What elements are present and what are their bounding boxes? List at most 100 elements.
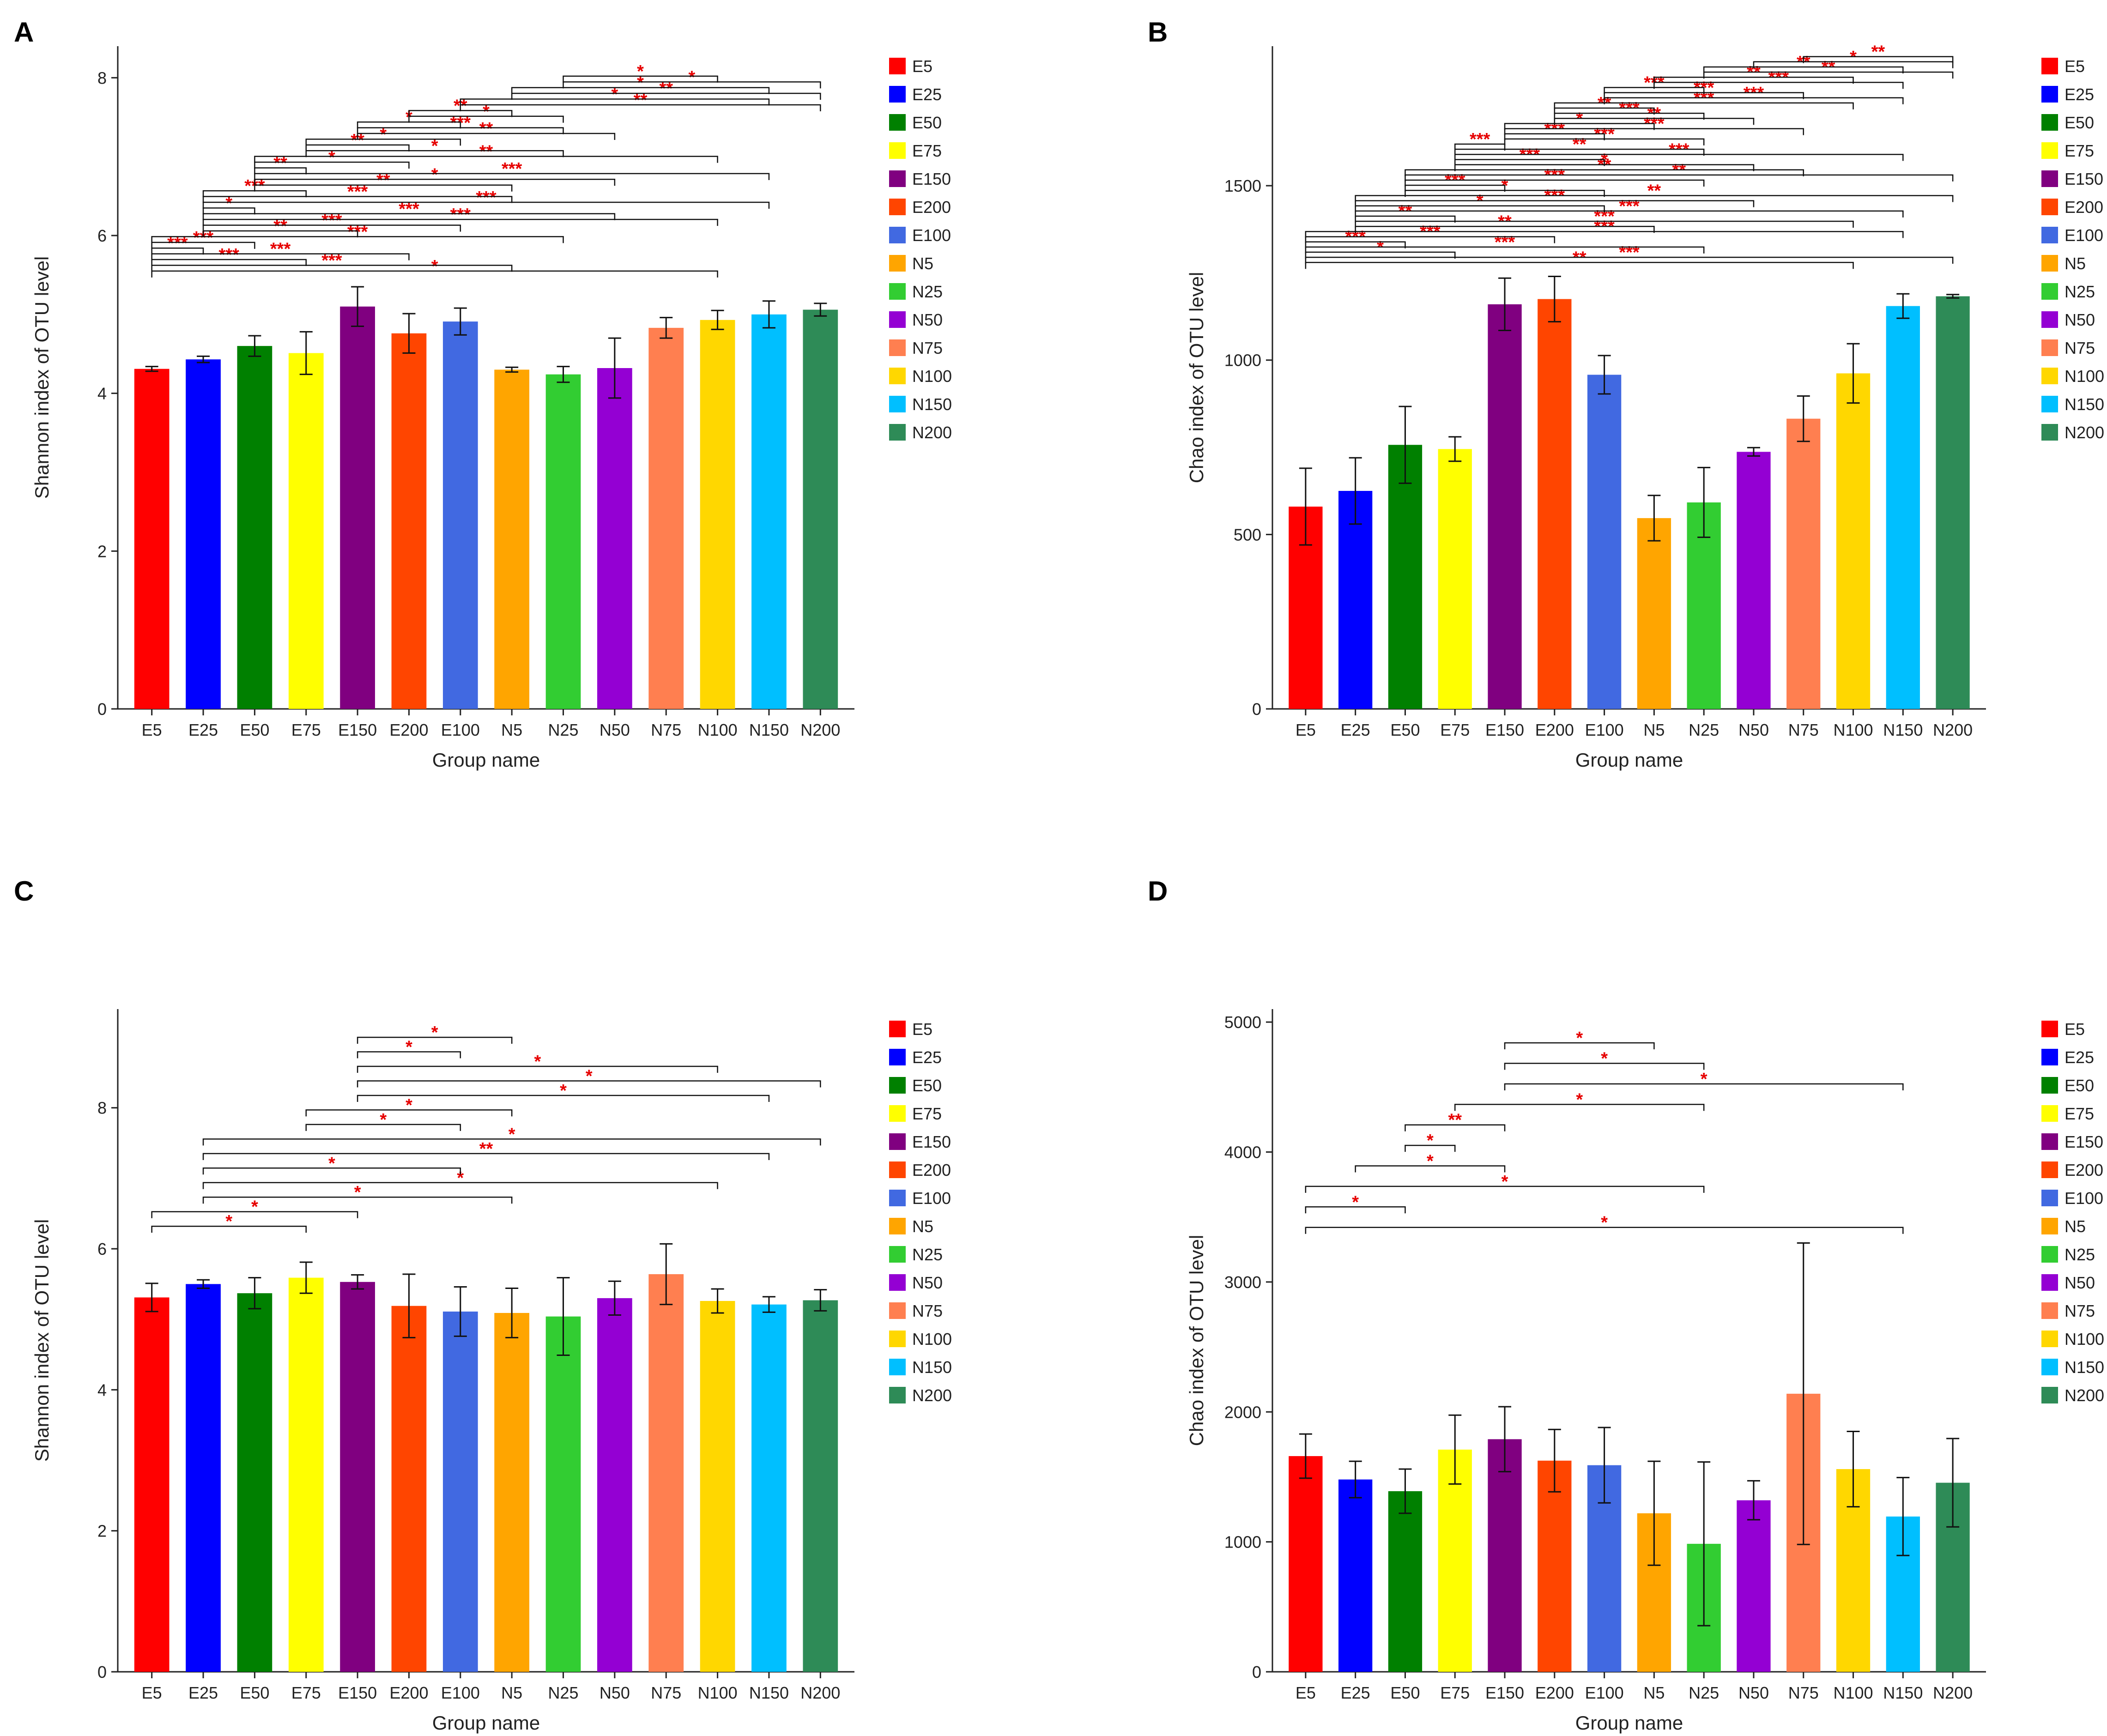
bar-e5 (134, 1297, 170, 1672)
significance-bracket: * (202, 194, 255, 215)
legend-item-n50: N50 (889, 1273, 943, 1292)
x-tick-label: N200 (1933, 720, 1973, 739)
bracket-line (1454, 148, 1705, 156)
bracket-line (1454, 154, 1904, 161)
significance-bracket: *** (1305, 223, 1556, 243)
significance-label: *** (450, 205, 471, 224)
bracket-line (1305, 241, 1406, 248)
panel-label: B (1148, 17, 1168, 48)
bracket-line (202, 213, 616, 220)
bar-n150 (751, 1304, 787, 1672)
legend-item-n25: N25 (2041, 1245, 2095, 1264)
legend-swatch (889, 142, 906, 159)
x-tick-label: E5 (142, 720, 162, 739)
bracket-line (1305, 246, 1705, 254)
bar-n5 (1637, 518, 1671, 709)
bracket-line (1305, 231, 1904, 238)
legend-label: E50 (912, 113, 942, 132)
legend-item-e25: E25 (889, 85, 942, 104)
significance-label: *** (270, 240, 291, 259)
legend-item-n25: N25 (2041, 282, 2095, 301)
significance-label: * (611, 85, 618, 104)
significance-bracket: ** (357, 119, 616, 140)
x-tick-label: E25 (1341, 720, 1370, 739)
y-tick-label: 1000 (1224, 1533, 1261, 1552)
y-axis-title: Chao index of OTU level (1186, 1235, 1207, 1446)
significance-bracket: * (357, 1023, 513, 1044)
x-tick-label: E25 (1341, 1683, 1370, 1702)
bracket-line (357, 1051, 461, 1059)
legend-swatch (2041, 1302, 2058, 1319)
legend-item-e50: E50 (2041, 113, 2094, 132)
bracket-line (254, 179, 616, 186)
x-tick-label: E150 (338, 720, 377, 739)
significance-label: * (534, 1052, 541, 1071)
significance-label: ** (1573, 135, 1586, 154)
bracket-line (202, 196, 513, 203)
bar-e25 (1338, 490, 1373, 709)
significance-bracket: *** (254, 159, 770, 180)
x-tick-label: N200 (1933, 1683, 1973, 1702)
legend-item-n200: N200 (889, 423, 952, 442)
legend-swatch (2041, 1359, 2058, 1375)
legend-swatch (2041, 1161, 2058, 1178)
significance-bracket: * (202, 1154, 461, 1175)
legend-item-e75: E75 (889, 141, 942, 160)
significance-label: * (509, 1125, 515, 1144)
legend-item-e150: E150 (2041, 1132, 2103, 1151)
bar-n100 (700, 1301, 735, 1672)
y-tick-label: 8 (97, 1099, 107, 1118)
bracket-line (357, 133, 616, 140)
significance-label: * (431, 1023, 438, 1042)
panel-c: C 0 2 4 6 8 E5 E25 E50 E75 E150 E200 E100 N5 N25 N50 N75… (14, 876, 952, 1734)
bracket-line (1355, 200, 1755, 207)
y-tick-label: 2 (97, 1522, 107, 1541)
x-tick-label: E75 (291, 720, 321, 739)
legend-swatch (2041, 311, 2058, 328)
legend-swatch (2041, 1133, 2058, 1150)
legend-swatch (889, 114, 906, 131)
x-tick-label: N25 (1689, 720, 1719, 739)
x-tick-label: E5 (1296, 720, 1316, 739)
x-tick-label: E50 (240, 720, 269, 739)
legend-swatch (2041, 1021, 2058, 1037)
legend-label: N75 (912, 1301, 943, 1320)
y-tick-label: 3000 (1224, 1273, 1261, 1292)
legend-label: E100 (2065, 226, 2103, 245)
legend-item-n5: N5 (2041, 1217, 2086, 1236)
bracket-line (1504, 133, 1605, 140)
bracket-line (1703, 71, 1954, 79)
bracket-line (1305, 256, 1954, 264)
bracket-line (460, 104, 821, 111)
bracket-line (1405, 184, 1506, 192)
significance-bracket: ** (1355, 181, 1954, 202)
legend-label: E150 (912, 169, 951, 188)
bracket-line (305, 1124, 461, 1131)
legend-swatch (889, 1331, 906, 1347)
significance-label: * (354, 1183, 361, 1202)
significance-label: * (483, 102, 490, 121)
legend-label: E75 (912, 141, 942, 160)
legend-swatch (2041, 1218, 2058, 1234)
legend-item-n75: N75 (2041, 339, 2095, 357)
significance-label: * (328, 1154, 335, 1173)
x-tick-label: E200 (389, 1683, 428, 1702)
bracket-line (151, 247, 204, 255)
legend-label: E25 (2065, 1048, 2094, 1067)
bracket-line (151, 259, 307, 266)
bracket-line (202, 1197, 513, 1204)
legend-swatch (2041, 1077, 2058, 1094)
legend-label: E200 (912, 1161, 951, 1180)
legend-swatch (2041, 1387, 2058, 1403)
bar-n5 (494, 369, 530, 709)
legend-swatch (889, 1302, 906, 1319)
legend-label: E100 (2065, 1189, 2103, 1208)
x-tick-label: E150 (1485, 1683, 1524, 1702)
x-tick-label: N150 (749, 720, 789, 739)
bracket-line (1604, 97, 1904, 104)
bracket-line (1753, 61, 1954, 68)
bar-n200 (1936, 296, 1970, 709)
significance-bracket: *** (202, 188, 770, 209)
bracket-line (202, 224, 461, 232)
legend-label: N75 (912, 339, 943, 357)
